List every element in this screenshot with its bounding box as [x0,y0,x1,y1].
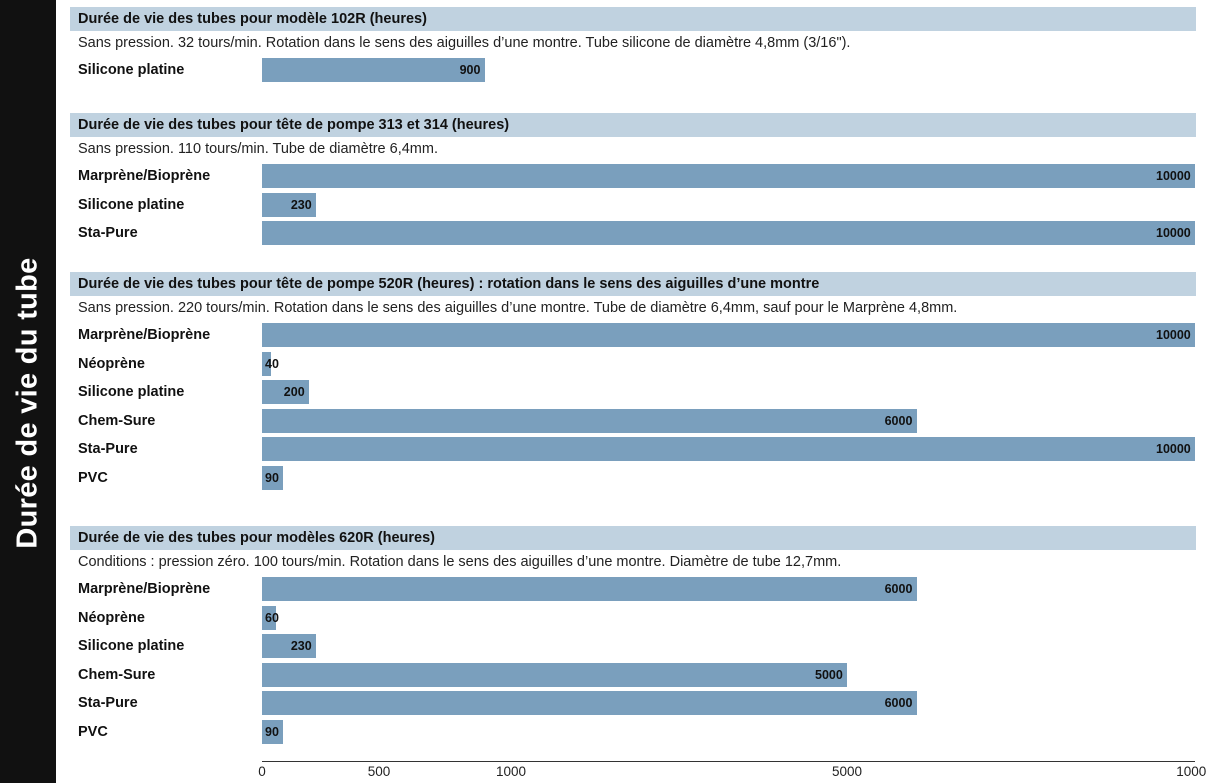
section-conditions: Sans pression. 220 tours/min. Rotation d… [78,300,958,316]
side-tab: Durée de vie du tube [0,0,56,783]
bar [262,691,917,716]
bar-value-label: 10000 [1156,169,1191,183]
bar [262,466,284,490]
x-axis-line [262,761,1195,762]
category-label: Marprène/Bioprène [78,581,211,597]
bar [262,221,1195,246]
x-tick-label: 0 [258,764,266,779]
category-label: Néoprène [78,609,145,626]
bar-value-label: 230 [290,197,312,212]
bar-value-label: 900 [459,63,481,77]
section-header: Durée de vie des tubes pour modèle 102R … [70,7,1196,31]
category-label: Chem-Sure [78,666,156,683]
category-label: Sta-Pure [78,225,138,242]
x-tick-label: 500 [367,764,391,779]
category-label: Sta-Pure [78,695,138,712]
category-label: Chem-Sure [78,412,156,429]
bar [262,662,847,687]
bar-value-label: 90 [265,725,279,739]
bar-value-label: 200 [283,385,305,400]
bar [262,323,1195,347]
category-label: PVC [78,470,108,486]
bar [262,192,316,217]
category-label: Marprène/Bioprène [78,168,211,184]
category-label: Marprène/Bioprène [78,327,211,343]
section-conditions: Sans pression. 110 tours/min. Tube de di… [78,141,438,157]
bar [262,164,1195,188]
bar-value-label: 10000 [1156,226,1191,241]
section-header: Durée de vie des tubes pour modèles 620R… [70,526,1196,550]
bar-value-label: 90 [265,471,279,485]
x-tick-label: 10000 [1176,764,1206,779]
bar-value-label: 230 [290,639,312,654]
bar [262,58,485,82]
bar [262,437,1195,462]
category-label: Silicone platine [78,196,185,213]
section-conditions: Conditions : pression zéro. 100 tours/mi… [78,554,842,570]
x-tick-label: 5000 [831,764,863,779]
bar [262,408,917,433]
bar [262,577,917,601]
bar-value-label: 60 [265,610,279,625]
category-label: PVC [78,724,108,740]
category-label: Néoprène [78,355,145,372]
section-header: Durée de vie des tubes pour tête de pomp… [70,272,1196,296]
bar-value-label: 5000 [815,667,843,682]
section-conditions: Sans pression. 32 tours/min. Rotation da… [78,35,851,51]
bar-value-label: 40 [265,356,279,371]
section-header: Durée de vie des tubes pour tête de pomp… [70,113,1196,137]
bar-value-label: 6000 [884,413,913,428]
category-label: Silicone platine [78,384,185,401]
bar-value-label: 6000 [884,582,913,596]
bar-value-label: 6000 [884,696,913,711]
bar-value-label: 10000 [1156,442,1191,457]
bar-value-label: 10000 [1156,328,1191,342]
category-label: Silicone platine [78,62,185,78]
bar [262,720,284,744]
bar [262,380,309,405]
bar [262,605,277,630]
bar [262,351,272,376]
category-label: Silicone platine [78,638,185,655]
category-label: Sta-Pure [78,441,138,458]
x-tick-label: 1000 [495,764,527,779]
bar [262,634,316,659]
